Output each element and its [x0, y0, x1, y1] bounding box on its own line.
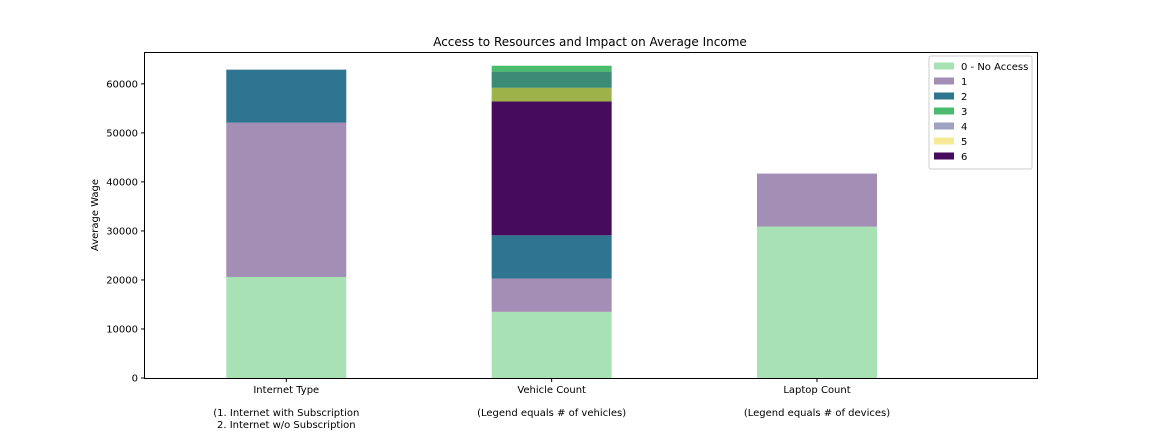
bar-segment: [491, 311, 612, 378]
x-tick-note: (Legend equals # of devices): [744, 408, 890, 419]
legend-label: 6: [961, 152, 967, 163]
y-tick-label: 60000: [106, 79, 138, 90]
y-tick-label: 50000: [106, 128, 138, 139]
legend-label: 0 - No Access: [961, 62, 1028, 73]
legend-frame: [928, 55, 1033, 170]
x-tick-label: Internet Type: [253, 385, 319, 396]
legend-label: 4: [961, 122, 967, 133]
y-axis-label: Average Wage: [90, 179, 101, 251]
bar-segment: [491, 235, 612, 279]
legend-label: 3: [961, 107, 967, 118]
legend-label: 1: [961, 77, 967, 88]
bars-layer: [226, 65, 877, 378]
bar-segment: [491, 278, 612, 312]
y-tick-label: 10000: [106, 324, 138, 335]
y-tick-label: 30000: [106, 226, 138, 237]
y-tick-label: 20000: [106, 275, 138, 286]
legend: 0 - No Access 1 2 3 4 5 6: [928, 55, 1033, 170]
legend-swatch: [934, 152, 954, 160]
bar-segment: [757, 226, 877, 378]
x-tick-label: Laptop Count: [783, 385, 850, 396]
x-axis: Internet Type (1. Internet with Subscript…: [213, 378, 890, 431]
legend-label: 2: [961, 92, 967, 103]
plot-frame: [144, 52, 1038, 379]
x-tick-note: (Legend equals # of vehicles): [477, 408, 626, 419]
legend-swatch: [934, 107, 954, 115]
bar-segment: [757, 173, 877, 227]
bar-segment: [491, 71, 612, 88]
bar-segment: [226, 277, 347, 378]
bar-segment: [491, 101, 612, 236]
x-tick-label: Vehicle Count: [517, 385, 586, 396]
y-tick-label: 0: [132, 374, 138, 385]
legend-swatch: [934, 92, 954, 100]
bar-segment: [491, 87, 612, 102]
x-tick-note: 2. Internet w/o Subscription: [217, 420, 356, 431]
y-axis: 0 10000 20000 30000 40000 50000 60000: [106, 79, 145, 385]
x-tick-note: (1. Internet with Subscription: [213, 408, 359, 419]
bar-segment: [226, 69, 347, 123]
bar-segment: [491, 65, 612, 72]
legend-swatch: [934, 137, 954, 145]
bar-segment: [226, 122, 347, 278]
chart-title: Access to Resources and Impact on Averag…: [433, 35, 747, 49]
legend-swatch: [934, 62, 954, 70]
legend-swatch: [934, 122, 954, 130]
y-tick-label: 40000: [106, 177, 138, 188]
legend-swatch: [934, 77, 954, 85]
legend-label: 5: [961, 137, 967, 148]
